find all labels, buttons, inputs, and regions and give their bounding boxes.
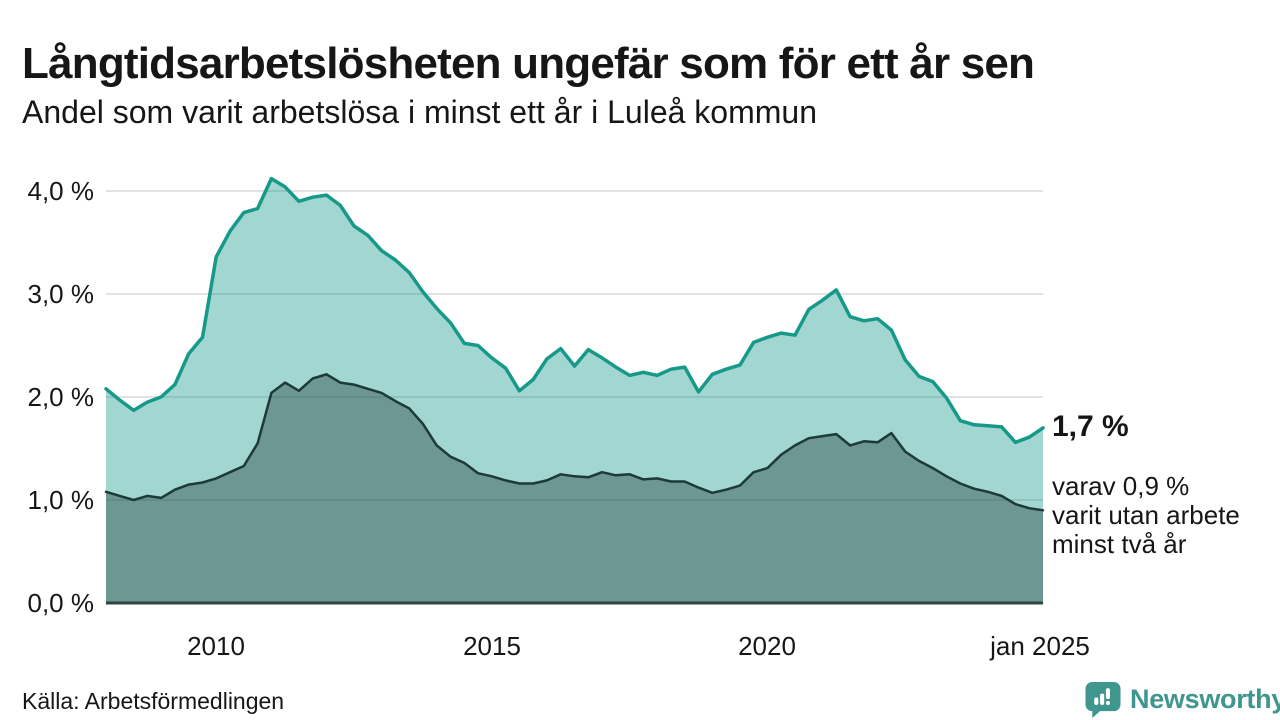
latest-value-detail: varav 0,9 % varit utan arbete minst två … <box>1052 472 1240 559</box>
source-credit: Källa: Arbetsförmedlingen <box>22 688 285 714</box>
newsworthy-logo: Newsworthy <box>1084 681 1280 718</box>
brand-name: Newsworthy <box>1130 684 1280 714</box>
x-axis-tick: 2020 <box>738 631 796 661</box>
detail-line: varav 0,9 % <box>1052 471 1190 501</box>
page-title: Långtidsarbetslösheten ungefär som för e… <box>22 39 1035 89</box>
y-axis-tick: 1,0 % <box>27 485 95 515</box>
y-axis-tick: 2,0 % <box>27 382 95 412</box>
x-axis-tick: 2015 <box>463 631 521 661</box>
chart-subtitle: Andel som varit arbetslösa i minst ett å… <box>22 94 817 130</box>
detail-line: varit utan arbete <box>1052 500 1240 530</box>
y-axis-tick: 3,0 % <box>27 279 95 309</box>
newsworthy-bubble-icon <box>1085 681 1121 718</box>
x-axis-tick: 2010 <box>187 631 245 661</box>
y-axis-tick: 0,0 % <box>27 588 95 618</box>
latest-value-label: 1,7 % <box>1052 410 1129 443</box>
y-axis-tick: 4,0 % <box>27 176 95 206</box>
detail-line: minst två år <box>1052 529 1187 559</box>
x-axis-tick: jan 2025 <box>990 631 1090 661</box>
